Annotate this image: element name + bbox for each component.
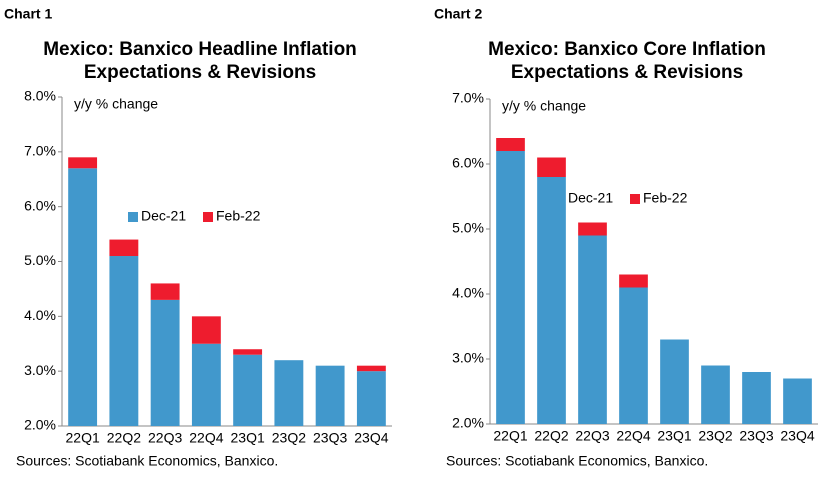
- x-tick-label: 23Q3: [739, 428, 773, 444]
- y-axis-label: y/y % change: [502, 98, 586, 114]
- x-tick-label: 23Q2: [272, 430, 306, 446]
- chart-title: Expectations & Revisions: [511, 62, 743, 83]
- x-tick-label: 23Q1: [231, 430, 265, 446]
- bar: [150, 283, 180, 300]
- source: Sources: Scotiabank Economics, Banxico.: [16, 453, 278, 469]
- x-tick-label: 23Q4: [354, 430, 388, 446]
- y-tick-label: 5.0%: [24, 252, 56, 268]
- x-tick-label: 23Q2: [698, 428, 732, 444]
- bar: [578, 235, 607, 424]
- legend-swatch: [555, 194, 565, 204]
- legend-label: Feb-22: [216, 208, 261, 224]
- bar: [356, 371, 386, 426]
- bar: [701, 365, 730, 424]
- bar: [660, 339, 689, 424]
- x-tick-label: 22Q3: [575, 428, 609, 444]
- bar: [496, 151, 525, 424]
- legend-swatch: [128, 212, 138, 222]
- legend-label: Dec-21: [141, 208, 186, 224]
- chart-label: Chart 2: [434, 6, 482, 22]
- bar: [537, 157, 566, 177]
- legend-swatch: [203, 212, 213, 222]
- source: Sources: Scotiabank Economics, Banxico.: [446, 453, 708, 469]
- bar: [233, 354, 263, 426]
- x-tick-label: 23Q3: [313, 430, 347, 446]
- y-tick-label: 6.0%: [452, 155, 484, 171]
- legend-label: Feb-22: [643, 190, 688, 206]
- x-tick-label: 22Q1: [493, 428, 527, 444]
- x-tick-label: 23Q1: [657, 428, 691, 444]
- x-tick-label: 22Q4: [616, 428, 650, 444]
- y-tick-label: 7.0%: [24, 143, 56, 159]
- bar: [496, 138, 525, 151]
- bar: [68, 168, 98, 427]
- bar: [619, 287, 648, 424]
- bar: [578, 222, 607, 236]
- y-axis-label: y/y % change: [74, 96, 158, 112]
- y-tick-label: 3.0%: [24, 362, 56, 378]
- y-tick-label: 6.0%: [24, 197, 56, 213]
- bar: [109, 239, 139, 257]
- bar: [191, 316, 221, 344]
- y-tick-label: 2.0%: [24, 417, 56, 433]
- y-tick-label: 5.0%: [452, 220, 484, 236]
- bar: [315, 365, 345, 426]
- y-tick-label: 8.0%: [24, 88, 56, 104]
- x-tick-label: 22Q4: [189, 430, 223, 446]
- legend-swatch: [630, 194, 640, 204]
- bar: [274, 360, 304, 426]
- x-tick-label: 23Q4: [780, 428, 814, 444]
- bar: [150, 299, 180, 426]
- bar: [783, 378, 812, 424]
- bar: [619, 274, 648, 288]
- bar: [356, 365, 386, 372]
- chart-title: Mexico: Banxico Core Inflation: [488, 39, 766, 60]
- y-tick-label: 7.0%: [452, 90, 484, 106]
- x-tick-label: 22Q1: [66, 430, 100, 446]
- bar: [742, 372, 771, 424]
- x-tick-label: 22Q3: [148, 430, 182, 446]
- bar: [68, 157, 98, 169]
- y-tick-label: 4.0%: [452, 285, 484, 301]
- bar: [233, 349, 263, 355]
- x-tick-label: 22Q2: [534, 428, 568, 444]
- y-tick-label: 3.0%: [452, 350, 484, 366]
- chart-title: Expectations & Revisions: [84, 62, 316, 83]
- y-tick-label: 4.0%: [24, 307, 56, 323]
- legend-label: Dec-21: [568, 190, 613, 206]
- bar: [191, 343, 221, 426]
- chart-label: Chart 1: [4, 6, 52, 22]
- bar: [537, 177, 566, 424]
- bar: [109, 256, 139, 426]
- x-tick-label: 22Q2: [107, 430, 141, 446]
- chart-title: Mexico: Banxico Headline Inflation: [43, 39, 357, 60]
- y-tick-label: 2.0%: [452, 415, 484, 431]
